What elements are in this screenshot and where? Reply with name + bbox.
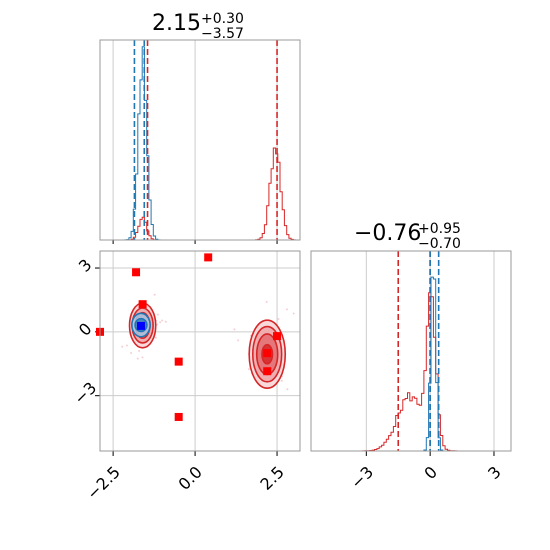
title-param-1-plus: +0.30 bbox=[201, 11, 244, 27]
scatter-sample-dot bbox=[157, 313, 160, 316]
scatter-panel: −2.5 0.0 2.5 −3 0 3 bbox=[70, 250, 301, 503]
scatter-sample-dot bbox=[156, 323, 159, 326]
scatter-sample-dot bbox=[136, 357, 139, 360]
scatter-sample-dot bbox=[280, 379, 283, 382]
scatter-sample-dot bbox=[161, 319, 164, 322]
hist2-tick-label-1: 0 bbox=[420, 462, 441, 483]
scatter-xtick-label-2: 2.5 bbox=[256, 462, 287, 493]
scatter-sample-dot bbox=[125, 344, 128, 347]
title-param-1-value: 2.15 bbox=[152, 11, 201, 36]
scatter-sample-dot bbox=[141, 356, 144, 359]
scatter-sample-dot bbox=[265, 300, 268, 303]
red-marker-6 bbox=[263, 367, 272, 376]
scatter-sample-dot bbox=[237, 339, 240, 342]
scatter-sample-dot bbox=[121, 345, 124, 348]
red-marker-5 bbox=[263, 349, 272, 358]
title-param-2-minus: −0.70 bbox=[418, 236, 461, 252]
title-param-2-plus: +0.95 bbox=[418, 221, 461, 237]
hist1-frame bbox=[99, 39, 301, 241]
scatter-sample-dot bbox=[233, 328, 236, 331]
hist2-red-series bbox=[311, 292, 511, 452]
scatter-sample-dot bbox=[292, 312, 295, 315]
hist2-tick-label-0: −3 bbox=[347, 462, 377, 492]
blue-marker-0 bbox=[136, 321, 145, 330]
scatter-xtick-label-1: 0.0 bbox=[174, 462, 205, 493]
scatter-sample-dot bbox=[153, 293, 156, 296]
title-param-1: 2.15 +0.30 −3.57 bbox=[152, 11, 244, 42]
scatter-sample-dot bbox=[154, 336, 157, 339]
red-marker-4 bbox=[174, 357, 183, 366]
hist2-frame bbox=[310, 250, 512, 452]
scatter-sample-dot bbox=[130, 352, 133, 355]
scatter-ytick-label-0: −3 bbox=[70, 378, 100, 408]
scatter-sample-dot bbox=[285, 308, 288, 311]
scatter-ytick-label-1: 0 bbox=[75, 319, 96, 340]
red-marker-0 bbox=[132, 268, 141, 277]
scatter-sample-dot bbox=[159, 321, 162, 324]
scatter-sample-dot bbox=[247, 368, 250, 371]
red-marker-2 bbox=[138, 300, 147, 309]
red-marker-1 bbox=[204, 253, 213, 262]
title-param-2-value: −0.76 bbox=[354, 221, 421, 246]
scatter-sample-dot bbox=[277, 317, 280, 320]
hist1-blue-series bbox=[100, 46, 300, 241]
scatter-sample-dot bbox=[164, 320, 167, 323]
red-marker-8 bbox=[174, 412, 183, 421]
scatter-ytick-label-2: 3 bbox=[75, 255, 96, 276]
title-param-2: −0.76 +0.95 −0.70 bbox=[354, 221, 461, 252]
scatter-sample-dot bbox=[286, 388, 289, 391]
histogram-param-1 bbox=[99, 39, 301, 244]
scatter-xtick-label-0: −2.5 bbox=[83, 462, 124, 503]
hist1-red-series bbox=[100, 147, 300, 241]
histogram-param-2: −3 0 3 bbox=[310, 250, 512, 493]
hist2-tick-label-2: 3 bbox=[484, 462, 505, 483]
scatter-sample-dot bbox=[138, 349, 141, 352]
hist2-blue-series bbox=[311, 276, 511, 452]
title-param-1-minus: −3.57 bbox=[201, 26, 244, 42]
red-marker-7 bbox=[273, 332, 282, 341]
scatter-frame bbox=[99, 250, 301, 452]
